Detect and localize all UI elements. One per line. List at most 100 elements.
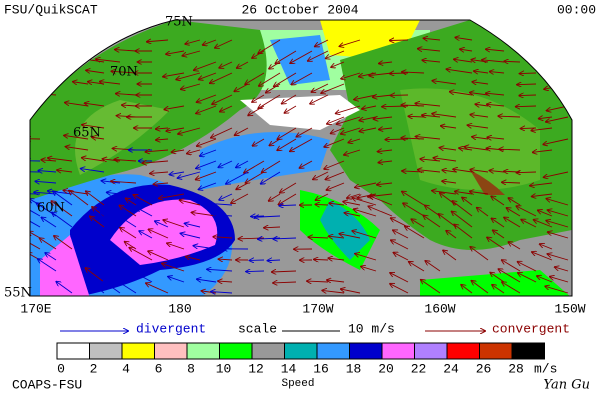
wind-arrow xyxy=(326,182,345,190)
wind-arrow xyxy=(90,216,105,228)
colorbar-box xyxy=(511,342,545,360)
lon-label: 170E xyxy=(20,301,51,316)
wind-arrow xyxy=(391,240,409,250)
colorbar-tick: 6 xyxy=(155,361,163,376)
wind-arrow xyxy=(441,126,457,128)
wind-arrow xyxy=(30,232,41,239)
wind-arrow xyxy=(517,84,537,85)
wind-arrow xyxy=(149,229,169,239)
wind-arrow xyxy=(328,258,345,260)
wind-arrow xyxy=(521,128,537,129)
wind-arrow xyxy=(180,200,201,206)
wind-arrow xyxy=(137,274,153,283)
wind-arrow xyxy=(492,285,505,294)
wind-arrow xyxy=(156,139,169,140)
wind-arrow xyxy=(308,237,329,238)
wind-arrow xyxy=(472,137,489,139)
colorbar-unit: m/s xyxy=(534,361,557,376)
wind-arrow xyxy=(53,191,73,206)
wind-arrow xyxy=(343,202,361,206)
wind-arrow xyxy=(418,49,441,51)
wind-arrow xyxy=(300,160,313,168)
wind-arrow xyxy=(252,50,265,58)
wind-arrow xyxy=(422,60,441,62)
wind-arrow xyxy=(315,39,329,46)
wind-arrow xyxy=(423,216,441,228)
wind-arrow xyxy=(40,238,57,250)
wind-arrow xyxy=(361,266,377,272)
colorbar-tick: 12 xyxy=(248,361,264,376)
wind-arrow xyxy=(379,128,393,130)
wind-arrow xyxy=(307,281,329,282)
wind-arrow xyxy=(86,70,105,73)
wind-arrow xyxy=(114,279,137,294)
colorbar-box xyxy=(121,342,155,360)
wind-arrow xyxy=(418,170,441,172)
wind-arrow xyxy=(139,231,153,239)
colorbar-tick: 18 xyxy=(346,361,362,376)
wind-arrow xyxy=(502,282,521,294)
wind-arrow xyxy=(182,50,201,56)
wind-arrow xyxy=(520,73,537,74)
wind-arrow xyxy=(178,127,201,134)
wind-arrow xyxy=(517,172,537,173)
colorbar-box xyxy=(56,342,90,360)
wind-arrow xyxy=(181,83,201,89)
lat-labels: 75N 70N 65N 60N 55N xyxy=(4,15,193,301)
wind-arrow xyxy=(555,51,569,54)
wind-arrow xyxy=(197,279,217,282)
wind-arrow xyxy=(409,262,425,272)
wind-arrow xyxy=(100,38,121,40)
wind-arrow xyxy=(354,209,377,217)
wind-arrow xyxy=(93,230,105,239)
wind-arrow xyxy=(261,171,281,184)
wind-arrow xyxy=(114,159,137,161)
wind-arrow xyxy=(211,292,233,293)
wind-arrow xyxy=(368,206,393,217)
wind-arrow xyxy=(315,204,329,205)
wind-arrow xyxy=(269,61,281,69)
wind-arrow xyxy=(508,242,521,250)
wind-arrow xyxy=(200,149,217,156)
wind-arrow xyxy=(290,138,313,151)
wind-arrow xyxy=(450,92,473,96)
wind-arrow xyxy=(314,259,329,260)
wind-arrow xyxy=(538,210,553,217)
wind-arrow xyxy=(516,106,537,107)
wind-arrow xyxy=(555,62,569,65)
wind-arrow xyxy=(185,39,201,44)
wind-arrow xyxy=(51,201,73,217)
wind-arrow xyxy=(434,158,457,162)
wind-arrow xyxy=(460,49,473,51)
wind-arrow xyxy=(415,103,441,106)
wind-arrow xyxy=(402,192,425,206)
wind-arrow xyxy=(471,281,489,294)
wind-arrow xyxy=(193,246,217,250)
wind-arrow xyxy=(311,83,329,92)
wind-arrow xyxy=(81,169,105,173)
colorbar-box xyxy=(284,342,318,360)
wind-arrow xyxy=(111,181,137,183)
wind-arrow xyxy=(211,127,233,138)
wind-arrow xyxy=(374,117,393,119)
wind-arrow xyxy=(390,284,409,294)
wind-arrow xyxy=(279,193,297,205)
wind-arrow xyxy=(274,72,297,86)
wind-arrow xyxy=(339,234,361,239)
wind-arrow xyxy=(218,160,233,167)
wind-arrow xyxy=(129,248,153,261)
wind-arrow xyxy=(421,280,441,294)
wind-arrow xyxy=(537,276,553,283)
wind-arrow xyxy=(285,105,297,113)
wind-arrow xyxy=(279,205,297,206)
wind-arrow xyxy=(219,259,233,260)
wind-arrow xyxy=(150,172,169,173)
wind-arrow xyxy=(486,49,505,51)
wind-arrow xyxy=(370,196,393,206)
wind-arrow xyxy=(490,72,505,73)
wind-arrow xyxy=(321,83,345,93)
wind-arrow xyxy=(207,269,233,271)
wind-arrow xyxy=(546,116,569,122)
wind-arrow xyxy=(275,50,297,63)
wind-arrow xyxy=(331,61,345,67)
